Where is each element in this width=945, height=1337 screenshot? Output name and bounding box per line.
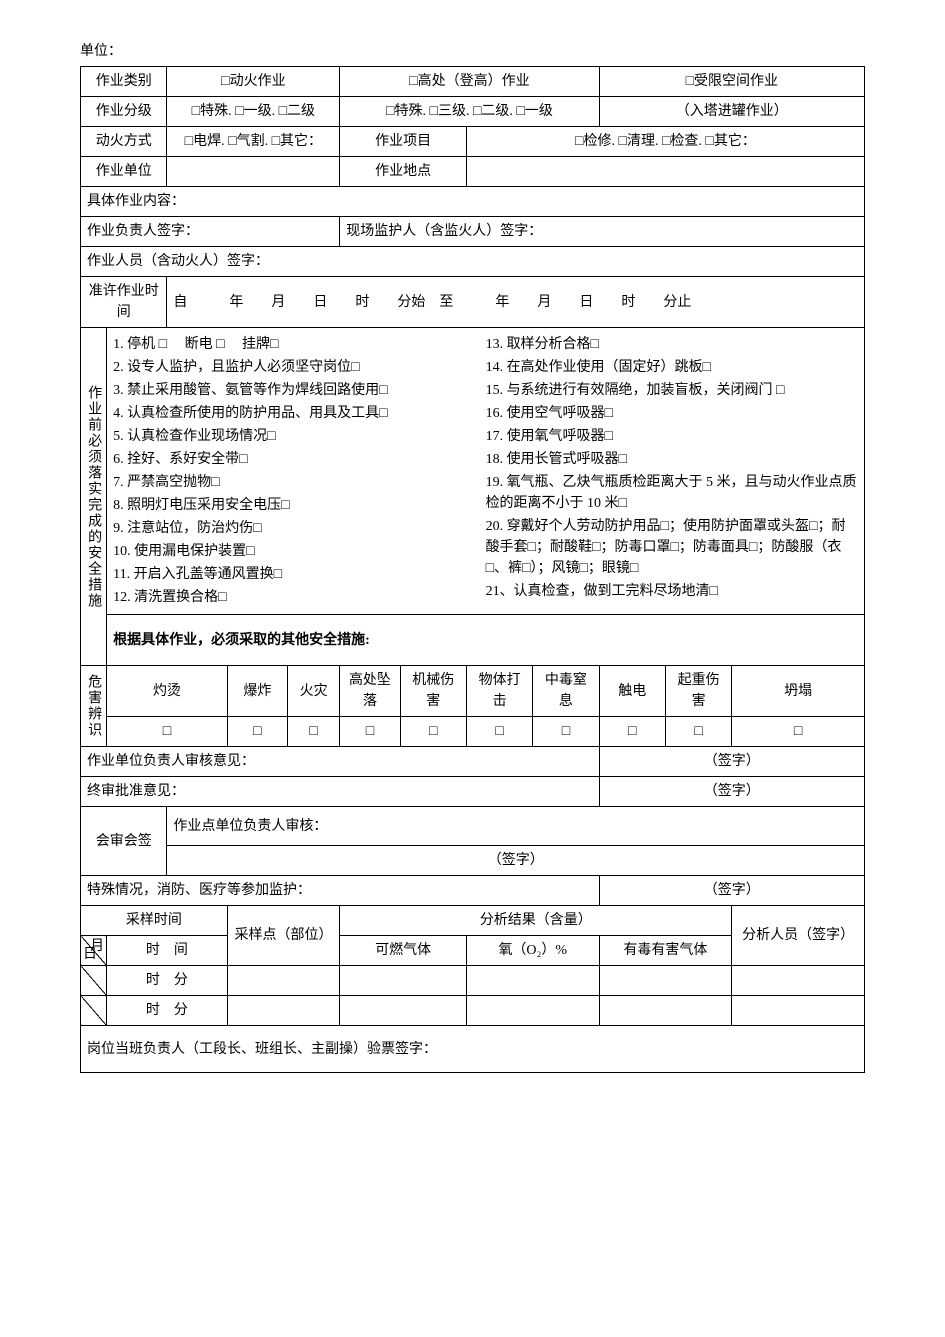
hazard-box-7[interactable]: □: [599, 717, 665, 747]
hazard-box-6[interactable]: □: [533, 717, 599, 747]
workers-sign[interactable]: 作业人员（含动火人）签字：: [81, 247, 865, 277]
place-value[interactable]: [466, 157, 864, 187]
supervisor-sign[interactable]: 现场监护人（含监火人）签字：: [340, 217, 865, 247]
sampling-combustible: 可燃气体: [340, 936, 467, 966]
measures-list[interactable]: 1. 停机 □ 断电 □ 挂牌□2. 设专人监护，且监护人必须坚守岗位□3. 禁…: [107, 328, 865, 615]
label-place: 作业地点: [340, 157, 467, 187]
sampling-time-label: 采样时间: [81, 906, 228, 936]
firemethod-opts[interactable]: □电焊. □气割. □其它：: [167, 127, 340, 157]
sample-row2-o2[interactable]: [466, 996, 599, 1026]
unit-label: 单位：: [80, 40, 865, 60]
final-opinion[interactable]: 终审批准意见：: [81, 777, 600, 807]
hazard-box-2[interactable]: □: [288, 717, 340, 747]
grade-height[interactable]: □特殊. □三级. □二级. □一级: [340, 97, 599, 127]
workunit-value[interactable]: [167, 157, 340, 187]
sample-row1-sign[interactable]: [732, 966, 865, 996]
hazard-6: 中毒窒息: [533, 666, 599, 717]
sign-4[interactable]: （签字）: [599, 876, 864, 906]
sampling-analyst-label: 分析人员（签字）: [732, 906, 865, 966]
sign-3[interactable]: （签字）: [167, 846, 865, 876]
opt-fire[interactable]: □动火作业: [167, 67, 340, 97]
sign-1[interactable]: （签字）: [599, 747, 864, 777]
hazard-box-0[interactable]: □: [107, 717, 228, 747]
time-range[interactable]: 自 年 月 日 时 分始 至 年 月 日 时 分止: [167, 277, 865, 328]
hazard-box-4[interactable]: □: [400, 717, 466, 747]
sample-row2-hm[interactable]: 时 分: [107, 996, 228, 1026]
label-type: 作业类别: [81, 67, 167, 97]
sample-row2-point[interactable]: [227, 996, 340, 1026]
unit-leader-opinion[interactable]: 作业单位负责人审核意见：: [81, 747, 600, 777]
hazard-side-label: 危害辨识: [81, 666, 107, 747]
hazard-box-9[interactable]: □: [732, 717, 865, 747]
measures-side-label: 作业前必须落实完成的安全措施: [81, 328, 107, 666]
sample-row1-hm[interactable]: 时 分: [107, 966, 228, 996]
sampling-oxygen: 氧（O₂）%: [466, 936, 599, 966]
joint-label: 会审会签: [81, 807, 167, 876]
sample-row1-o2[interactable]: [466, 966, 599, 996]
grade-fire[interactable]: □特殊. □一级. □二级: [167, 97, 340, 127]
sampling-daymonth: 日 月: [81, 936, 107, 966]
sample-row2-date[interactable]: [81, 996, 107, 1026]
hazard-7: 触电: [599, 666, 665, 717]
hazard-box-3[interactable]: □: [340, 717, 400, 747]
hazard-2: 火灾: [288, 666, 340, 717]
sampling-result-label: 分析结果（含量）: [340, 906, 732, 936]
sign-2[interactable]: （签字）: [599, 777, 864, 807]
hazard-box-1[interactable]: □: [227, 717, 287, 747]
content-label[interactable]: 具体作业内容：: [81, 187, 865, 217]
sample-row1-date[interactable]: [81, 966, 107, 996]
hazard-0: 灼烫: [107, 666, 228, 717]
project-opts[interactable]: □检修. □清理. □检查. □其它：: [466, 127, 864, 157]
hazard-5: 物体打击: [466, 666, 532, 717]
sample-row2-tox[interactable]: [599, 996, 732, 1026]
sample-row1-comb[interactable]: [340, 966, 467, 996]
label-firemethod: 动火方式: [81, 127, 167, 157]
hazard-4: 机械伤害: [400, 666, 466, 717]
label-time: 准许作业时间: [81, 277, 167, 328]
sampling-toxic: 有毒有害气体: [599, 936, 732, 966]
opt-confined[interactable]: □受限空间作业: [599, 67, 864, 97]
sample-row2-comb[interactable]: [340, 996, 467, 1026]
hazard-box-8[interactable]: □: [665, 717, 731, 747]
form-table: 作业类别 □动火作业 □高处（登高）作业 □受限空间作业 作业分级 □特殊. □…: [80, 66, 865, 1073]
label-grade: 作业分级: [81, 97, 167, 127]
sampling-hm-label: 时 间: [107, 936, 228, 966]
sampling-point-label: 采样点（部位）: [227, 906, 340, 966]
leader-sign[interactable]: 作业负责人签字：: [81, 217, 340, 247]
hazard-1: 爆炸: [227, 666, 287, 717]
footer-sign[interactable]: 岗位当班负责人（工段长、班组长、主副操）验票签字：: [81, 1026, 865, 1073]
sample-row2-sign[interactable]: [732, 996, 865, 1026]
hazard-9: 坍塌: [732, 666, 865, 717]
opt-height[interactable]: □高处（登高）作业: [340, 67, 599, 97]
label-project: 作业项目: [340, 127, 467, 157]
sample-row1-point[interactable]: [227, 966, 340, 996]
measures-other[interactable]: 根据具体作业，必须采取的其他安全措施:: [107, 615, 865, 666]
sample-row1-tox[interactable]: [599, 966, 732, 996]
joint-text[interactable]: 作业点单位负责人审核：: [167, 807, 865, 846]
hazard-8: 起重伤害: [665, 666, 731, 717]
grade-confined: （入塔进罐作业）: [599, 97, 864, 127]
hazard-box-5[interactable]: □: [466, 717, 532, 747]
hazard-3: 高处坠落: [340, 666, 400, 717]
label-workunit: 作业单位: [81, 157, 167, 187]
special-case[interactable]: 特殊情况，消防、医疗等参加监护：: [81, 876, 600, 906]
